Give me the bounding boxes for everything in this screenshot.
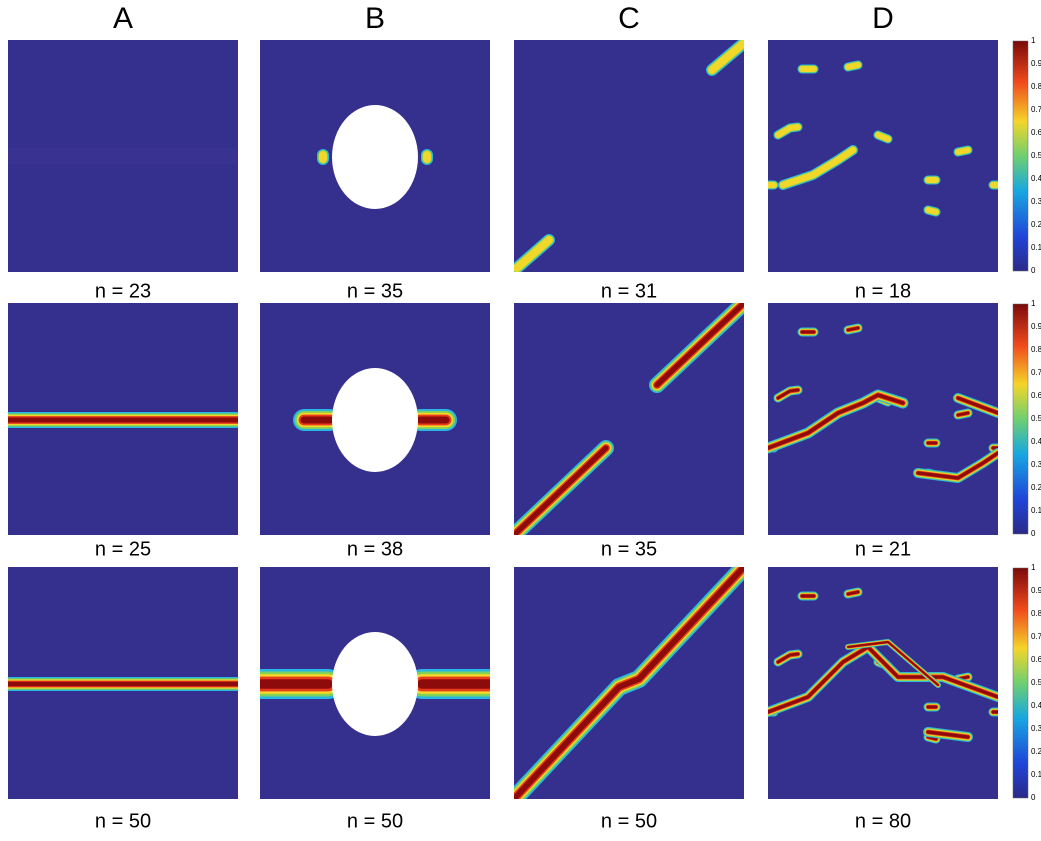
- column-label: D: [872, 2, 894, 35]
- panel: [8, 567, 238, 799]
- crack: [955, 147, 971, 155]
- caption: n = 35: [347, 280, 403, 302]
- panel: [8, 40, 238, 272]
- colorbar: [1012, 303, 1029, 535]
- colorbar: [1012, 40, 1029, 272]
- colorbar-tick: 0: [1031, 793, 1036, 802]
- crack: [847, 641, 939, 686]
- colorbar: [1012, 567, 1029, 799]
- panel: [768, 567, 998, 799]
- band: [8, 148, 238, 164]
- colorbar-tick: 0.2: [1031, 220, 1041, 229]
- colorbar-tick: 0.9: [1031, 586, 1041, 595]
- caption: n = 21: [855, 538, 911, 560]
- colorbar-tick: 0.4: [1031, 437, 1041, 446]
- panel: [514, 303, 744, 535]
- field: [514, 40, 744, 272]
- crack: [845, 62, 861, 70]
- caption: n = 50: [95, 810, 151, 832]
- crack: [776, 388, 800, 400]
- caption: n = 18: [855, 280, 911, 302]
- colorbar-tick: 0.9: [1031, 322, 1041, 331]
- crack: [916, 451, 998, 480]
- colorbar-tick: 0.1: [1031, 506, 1041, 515]
- colorbar-tick: 0.1: [1031, 770, 1041, 779]
- colorbar-tick: 0.7: [1031, 368, 1041, 377]
- colorbar-tick: 0.6: [1031, 655, 1041, 664]
- caption: n = 50: [347, 810, 403, 832]
- colorbar-tick: 0.3: [1031, 197, 1041, 206]
- hole: [332, 105, 418, 209]
- caption: n = 31: [601, 280, 657, 302]
- colorbar-tick: 0.6: [1031, 128, 1041, 137]
- colorbar-tick: 0.1: [1031, 243, 1041, 252]
- colorbar-tick: 0.2: [1031, 747, 1041, 756]
- crack: [846, 590, 860, 596]
- crack: [956, 411, 970, 417]
- panel: [260, 40, 490, 272]
- colorbar-tick: 0.8: [1031, 609, 1041, 618]
- crack: [654, 303, 744, 388]
- crack: [779, 146, 857, 189]
- caption: n = 35: [601, 538, 657, 560]
- colorbar-tick: 0.7: [1031, 105, 1041, 114]
- caption: n = 23: [95, 280, 151, 302]
- colorbar-tick: 0.9: [1031, 59, 1041, 68]
- colorbar-tick: 0.8: [1031, 345, 1041, 354]
- crack: [846, 326, 860, 332]
- colorbar-tick: 0.4: [1031, 701, 1041, 710]
- crack: [775, 124, 801, 138]
- caption: n = 25: [95, 538, 151, 560]
- panel: [514, 40, 744, 272]
- colorbar-tick: 0.5: [1031, 678, 1041, 687]
- panel: [768, 303, 998, 535]
- colorbar-tick: 0: [1031, 266, 1036, 275]
- panel: [768, 40, 998, 272]
- crack: [776, 652, 800, 664]
- colorbar-tick: 0.2: [1031, 483, 1041, 492]
- crack: [875, 132, 891, 142]
- colorbar-tick: 0.3: [1031, 460, 1041, 469]
- crack: [956, 396, 998, 415]
- colorbar-tick: 1: [1031, 563, 1036, 572]
- colorbar-tick: 0.6: [1031, 391, 1041, 400]
- crack: [514, 567, 744, 799]
- column-label: B: [365, 2, 385, 35]
- panel: [514, 567, 744, 799]
- colorbar-tick: 0.8: [1031, 82, 1041, 91]
- colorbar-tick: 0.3: [1031, 724, 1041, 733]
- panel: [260, 567, 490, 799]
- colorbar-tick: 0: [1031, 529, 1036, 538]
- column-label: A: [113, 2, 133, 35]
- colorbar-tick: 0.4: [1031, 174, 1041, 183]
- panel: [8, 303, 238, 535]
- hole: [332, 632, 418, 736]
- colorbar-tick: 0.5: [1031, 414, 1041, 423]
- caption: n = 80: [855, 810, 911, 832]
- panel: [260, 303, 490, 535]
- crack: [514, 236, 553, 272]
- caption: n = 50: [601, 810, 657, 832]
- crack: [926, 735, 938, 741]
- crack: [926, 730, 970, 739]
- crack: [708, 40, 744, 74]
- field: [768, 40, 998, 272]
- crack: [514, 445, 609, 535]
- hole: [332, 368, 418, 472]
- column-label: C: [618, 2, 640, 35]
- crack: [925, 207, 939, 215]
- colorbar-tick: 1: [1031, 36, 1036, 45]
- crack: [768, 393, 905, 450]
- colorbar-tick: 0.5: [1031, 151, 1041, 160]
- colorbar-tick: 1: [1031, 299, 1036, 308]
- field: [768, 303, 998, 535]
- colorbar-tick: 0.7: [1031, 632, 1041, 641]
- caption: n = 38: [347, 538, 403, 560]
